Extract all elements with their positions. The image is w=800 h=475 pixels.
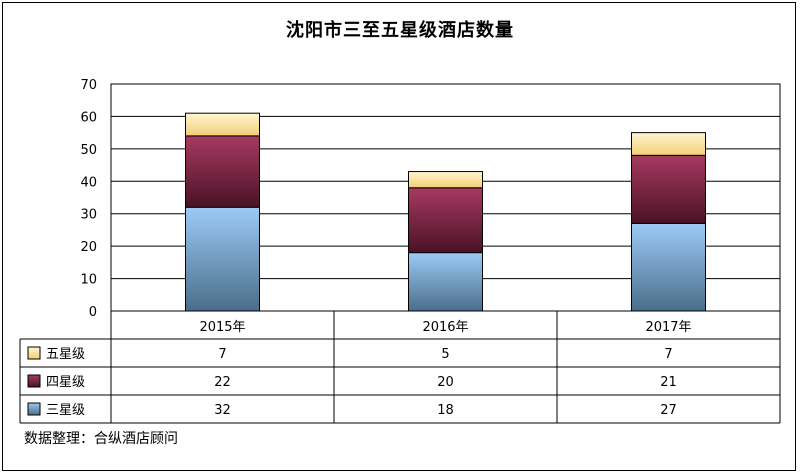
table-value: 18	[437, 403, 454, 418]
y-tick-label: 60	[80, 110, 97, 125]
y-tick-label: 50	[80, 143, 97, 158]
legend-label: 五星级	[46, 347, 85, 362]
bar-segment	[631, 132, 706, 156]
table-value: 7	[664, 347, 672, 362]
table-value: 22	[214, 375, 231, 390]
legend-label: 四星级	[46, 375, 85, 390]
legend-swatch	[27, 374, 41, 388]
y-tick-label: 20	[80, 240, 97, 255]
bar-segment	[408, 252, 483, 312]
table-value: 27	[660, 403, 677, 418]
bar-segment	[631, 222, 706, 312]
table-value: 32	[214, 403, 231, 418]
bar-segment	[185, 206, 260, 312]
chart-title: 沈阳市三至五星级酒店数量	[286, 20, 514, 41]
x-tick-label: 2015年	[199, 320, 245, 335]
legend-swatch	[27, 402, 41, 416]
bar-segment	[408, 187, 483, 254]
bar-segment	[185, 135, 260, 208]
y-tick-label: 70	[80, 78, 97, 93]
x-tick-label: 2017年	[645, 320, 691, 335]
bar-segment	[185, 112, 260, 137]
y-tick-label: 10	[80, 273, 97, 288]
table-value: 20	[437, 375, 454, 390]
legend-label: 三星级	[46, 403, 85, 418]
y-tick-label: 30	[80, 208, 97, 223]
x-tick-label: 2016年	[422, 320, 468, 335]
table-value: 5	[441, 347, 449, 362]
bar-segment	[408, 171, 483, 189]
table-value: 21	[660, 375, 677, 390]
y-tick-label: 0	[89, 305, 97, 320]
legend-swatch	[27, 346, 41, 360]
y-tick-label: 40	[80, 175, 97, 190]
source-note: 数据整理：合纵酒店顾问	[24, 431, 178, 447]
table-value: 7	[218, 347, 226, 362]
bar-segment	[631, 154, 706, 224]
